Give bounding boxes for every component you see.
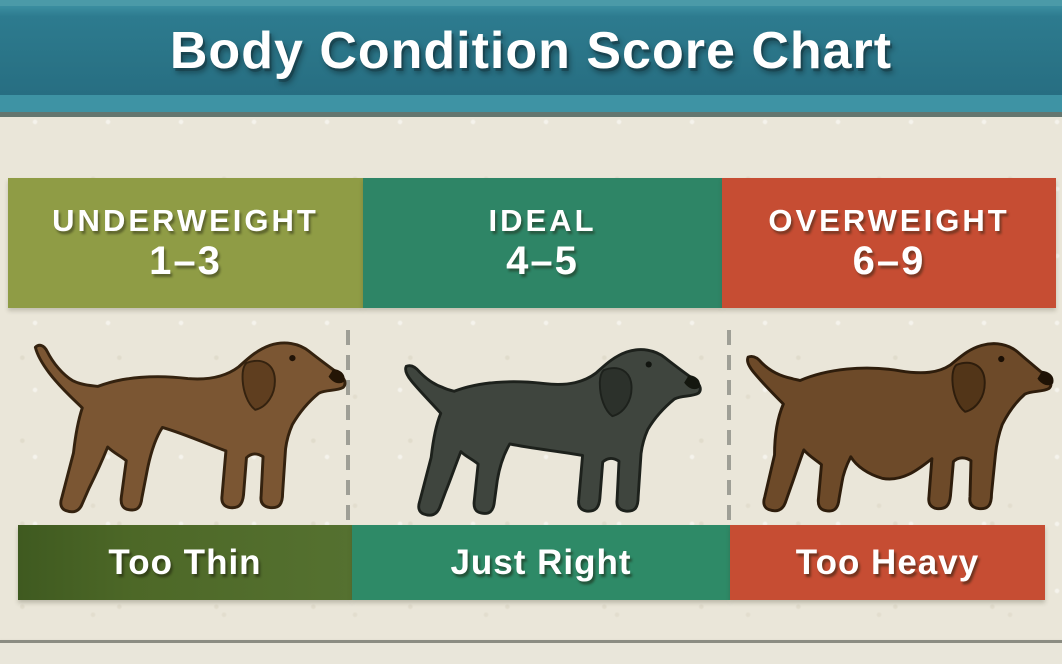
- header-ideal: IDEAL 4–5: [363, 178, 722, 308]
- banner-bottom-strip: [0, 95, 1062, 112]
- just-right-label: Just Right: [450, 542, 632, 582]
- footer-too-heavy: Too Heavy: [730, 525, 1045, 600]
- too-thin-label: Too Thin: [108, 542, 262, 582]
- underweight-label: UNDERWEIGHT: [52, 203, 319, 239]
- header-underweight: UNDERWEIGHT 1–3: [8, 178, 363, 308]
- dashed-divider-left: [346, 330, 350, 520]
- footer-just-right: Just Right: [352, 525, 730, 600]
- overweight-label: OVERWEIGHT: [768, 203, 1010, 239]
- poster-title: Body Condition Score Chart: [169, 21, 893, 80]
- surface-below-poster: [0, 643, 1062, 664]
- overweight-range: 6–9: [852, 238, 926, 283]
- thin-dog-illustration: [33, 341, 347, 514]
- footer-too-thin: Too Thin: [18, 525, 352, 600]
- underweight-range: 1–3: [149, 238, 222, 283]
- poster-bottom-edge: [0, 640, 1062, 643]
- ideal-dog-illustration: [404, 348, 702, 517]
- header-overweight: OVERWEIGHT 6–9: [722, 178, 1056, 308]
- banner-shadow-edge: [0, 112, 1062, 117]
- too-heavy-label: Too Heavy: [795, 542, 980, 582]
- title-banner: Body Condition Score Chart: [0, 0, 1062, 95]
- ideal-range: 4–5: [506, 238, 579, 283]
- dashed-divider-right: [727, 330, 731, 520]
- overweight-dog-illustration: [746, 342, 1054, 513]
- ideal-label: IDEAL: [488, 203, 597, 239]
